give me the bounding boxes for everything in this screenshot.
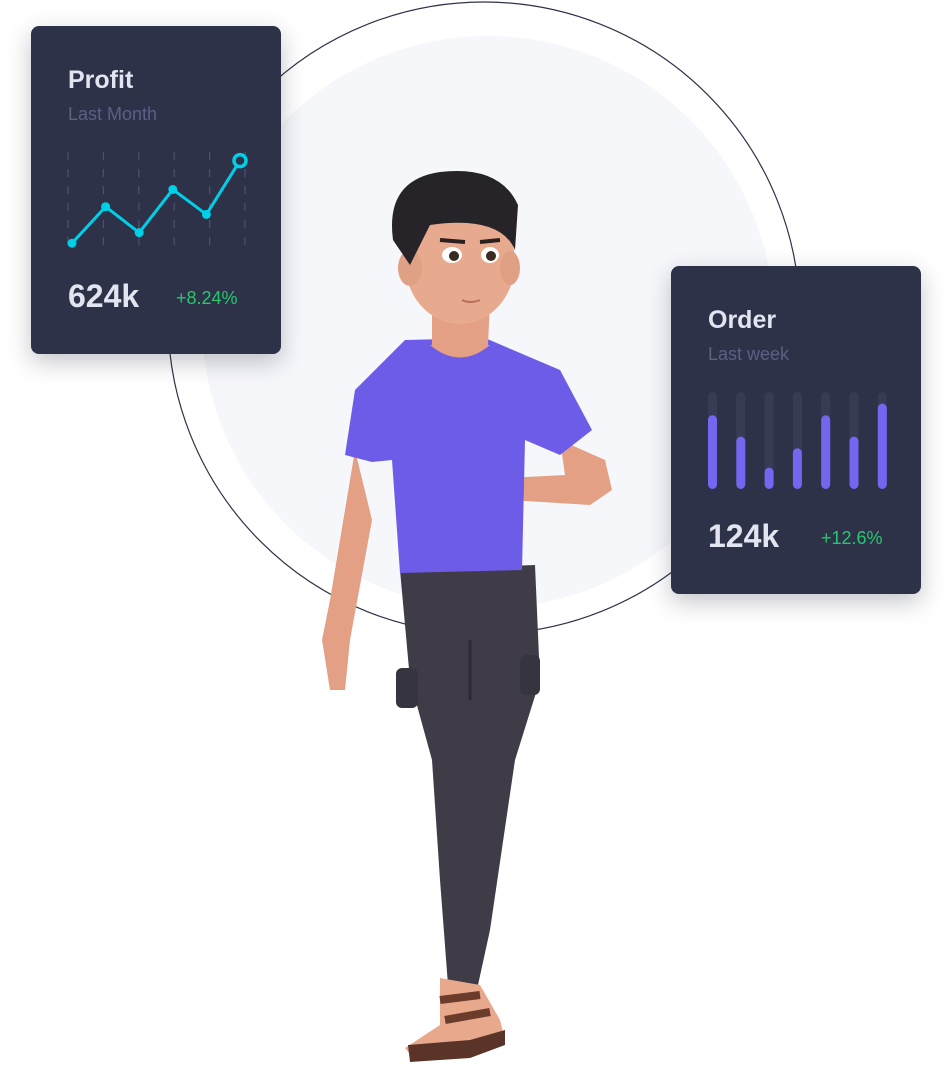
- profit-subtitle: Last Month: [68, 104, 158, 124]
- data-point: [67, 238, 77, 248]
- bar: [849, 436, 859, 489]
- bar: [877, 403, 887, 489]
- order-card: Order Last week 124k +12.6%: [671, 266, 921, 594]
- profit-line-chart: [67, 152, 248, 250]
- data-point: [168, 184, 178, 194]
- data-point: [101, 202, 111, 212]
- profit-title: Profit: [68, 66, 134, 94]
- bar: [708, 415, 717, 489]
- order-value: 124k: [708, 518, 780, 554]
- order-title: Order: [708, 306, 777, 334]
- bar: [792, 448, 802, 489]
- profit-value: 624k: [68, 278, 140, 314]
- data-point: [134, 228, 144, 238]
- bar: [764, 467, 774, 489]
- data-point: [201, 209, 211, 219]
- bar: [736, 436, 746, 489]
- order-change: +12.6%: [821, 528, 883, 548]
- bar: [821, 415, 831, 489]
- character-illustration: [322, 170, 612, 1062]
- bar-track: [764, 392, 774, 489]
- order-subtitle: Last week: [708, 344, 790, 364]
- series-line: [70, 159, 242, 245]
- data-point-highlight: [232, 152, 248, 169]
- order-bar-chart: [708, 392, 887, 489]
- profit-change: +8.24%: [176, 288, 238, 308]
- profit-card: Profit Last Month 624k +8.24%: [31, 26, 281, 354]
